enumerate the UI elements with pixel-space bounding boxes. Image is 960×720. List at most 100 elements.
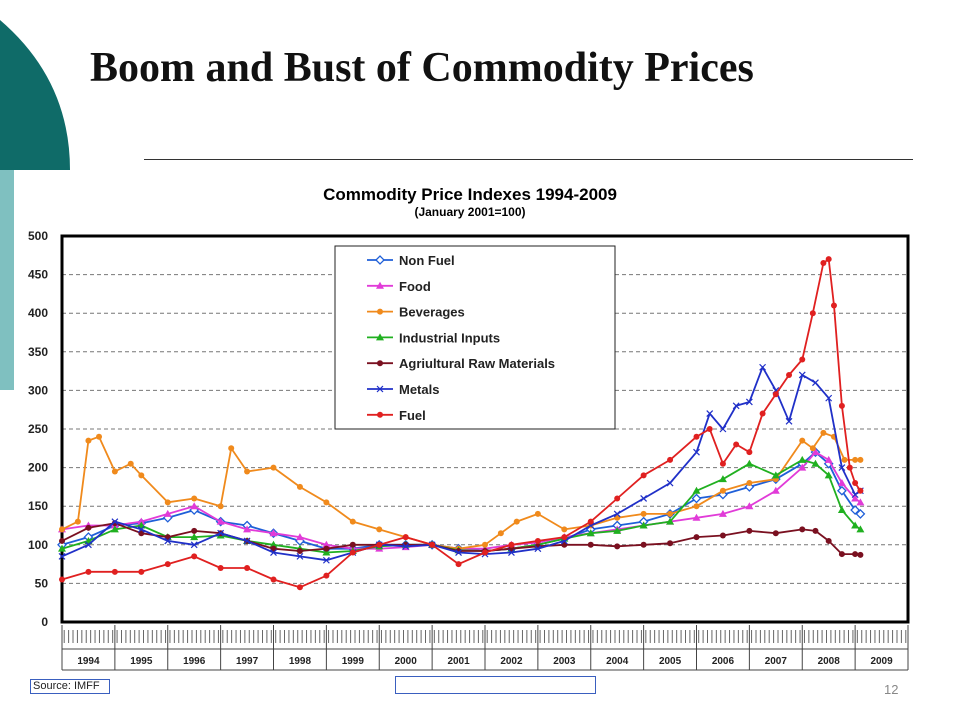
data-point	[811, 459, 820, 467]
data-point	[692, 486, 701, 494]
data-point	[830, 302, 837, 309]
data-point	[191, 553, 198, 560]
data-point	[376, 541, 383, 548]
data-point	[482, 541, 488, 548]
data-point	[323, 545, 330, 552]
data-point	[508, 549, 515, 556]
data-point	[746, 449, 753, 456]
x-year-label: 2000	[395, 656, 418, 667]
data-point	[820, 429, 827, 436]
data-point	[856, 498, 865, 506]
y-tick-label: 100	[28, 538, 48, 552]
data-point	[402, 534, 409, 541]
data-point	[561, 526, 568, 533]
data-point	[667, 510, 674, 517]
data-point	[759, 410, 766, 417]
data-point	[856, 525, 865, 533]
data-point	[838, 551, 845, 558]
data-point	[163, 509, 172, 517]
y-tick-label: 50	[35, 576, 49, 590]
data-point	[857, 456, 864, 463]
data-point	[111, 468, 118, 475]
commodity-line-chart: Commodity Price Indexes 1994-2009(Januar…	[28, 185, 910, 671]
data-point	[375, 255, 385, 265]
data-point	[243, 525, 252, 533]
data-point	[811, 448, 820, 456]
data-point	[772, 530, 779, 537]
slide-title: Boom and Bust of Commodity Prices	[90, 45, 754, 91]
x-year-label: 1996	[183, 656, 206, 667]
data-point	[786, 371, 793, 378]
page-number: 12	[884, 682, 899, 697]
data-point	[772, 391, 779, 398]
source-note: Source: IMFF	[30, 679, 110, 694]
data-point	[798, 371, 806, 379]
data-point	[746, 527, 753, 534]
data-point	[138, 568, 145, 575]
y-tick-label: 350	[28, 345, 48, 359]
data-point	[59, 576, 65, 583]
data-point	[745, 502, 754, 510]
data-point	[217, 529, 225, 537]
data-point	[349, 549, 356, 556]
y-tick-label: 200	[28, 461, 48, 475]
x-year-label: 1994	[77, 656, 100, 667]
data-point	[857, 551, 864, 558]
data-point	[719, 532, 726, 539]
data-point	[824, 471, 833, 479]
data-point	[809, 310, 816, 317]
x-year-label: 2008	[818, 656, 841, 667]
data-point	[296, 552, 304, 560]
legend-label: Beverages	[399, 305, 465, 320]
y-tick-label: 250	[28, 422, 48, 436]
x-year-label: 2009	[870, 656, 893, 667]
data-point	[59, 526, 65, 533]
data-point	[851, 491, 859, 499]
data-point	[349, 541, 356, 548]
legend-label: Fuel	[399, 408, 426, 423]
data-point	[614, 543, 621, 550]
data-point	[706, 410, 714, 417]
data-point	[824, 455, 833, 463]
data-point	[666, 517, 675, 525]
data-point	[190, 541, 198, 549]
x-year-label: 2003	[553, 656, 576, 667]
y-tick-label: 0	[41, 615, 48, 629]
x-year-label: 2005	[659, 656, 682, 667]
x-year-label: 2001	[447, 656, 470, 667]
data-point	[137, 517, 146, 525]
series-line	[61, 522, 861, 556]
x-year-label: 1995	[130, 656, 153, 667]
data-point	[534, 510, 541, 517]
data-point	[852, 456, 859, 463]
data-point	[376, 281, 384, 289]
data-point	[846, 464, 853, 471]
data-point	[269, 529, 278, 537]
data-point	[799, 356, 806, 363]
data-point	[349, 518, 356, 525]
data-point	[296, 483, 303, 490]
chart-subtitle: (January 2001=100)	[414, 205, 525, 219]
data-point	[640, 541, 647, 548]
data-point	[746, 480, 753, 487]
data-point	[851, 494, 860, 502]
data-point	[376, 385, 384, 393]
data-point	[693, 503, 700, 510]
data-point	[138, 472, 145, 479]
data-point	[111, 518, 119, 526]
data-point	[613, 526, 622, 534]
legend-label: Non Fuel	[399, 253, 455, 268]
data-point	[693, 534, 700, 541]
data-point	[85, 568, 92, 575]
data-point	[85, 524, 92, 531]
data-point	[837, 506, 846, 514]
data-point	[243, 537, 251, 545]
data-point	[74, 518, 81, 525]
data-point	[402, 542, 410, 550]
data-point	[706, 426, 713, 432]
data-point	[127, 460, 134, 467]
data-point	[190, 502, 199, 510]
data-point	[614, 514, 621, 521]
data-point	[270, 549, 277, 556]
data-point	[513, 518, 520, 525]
